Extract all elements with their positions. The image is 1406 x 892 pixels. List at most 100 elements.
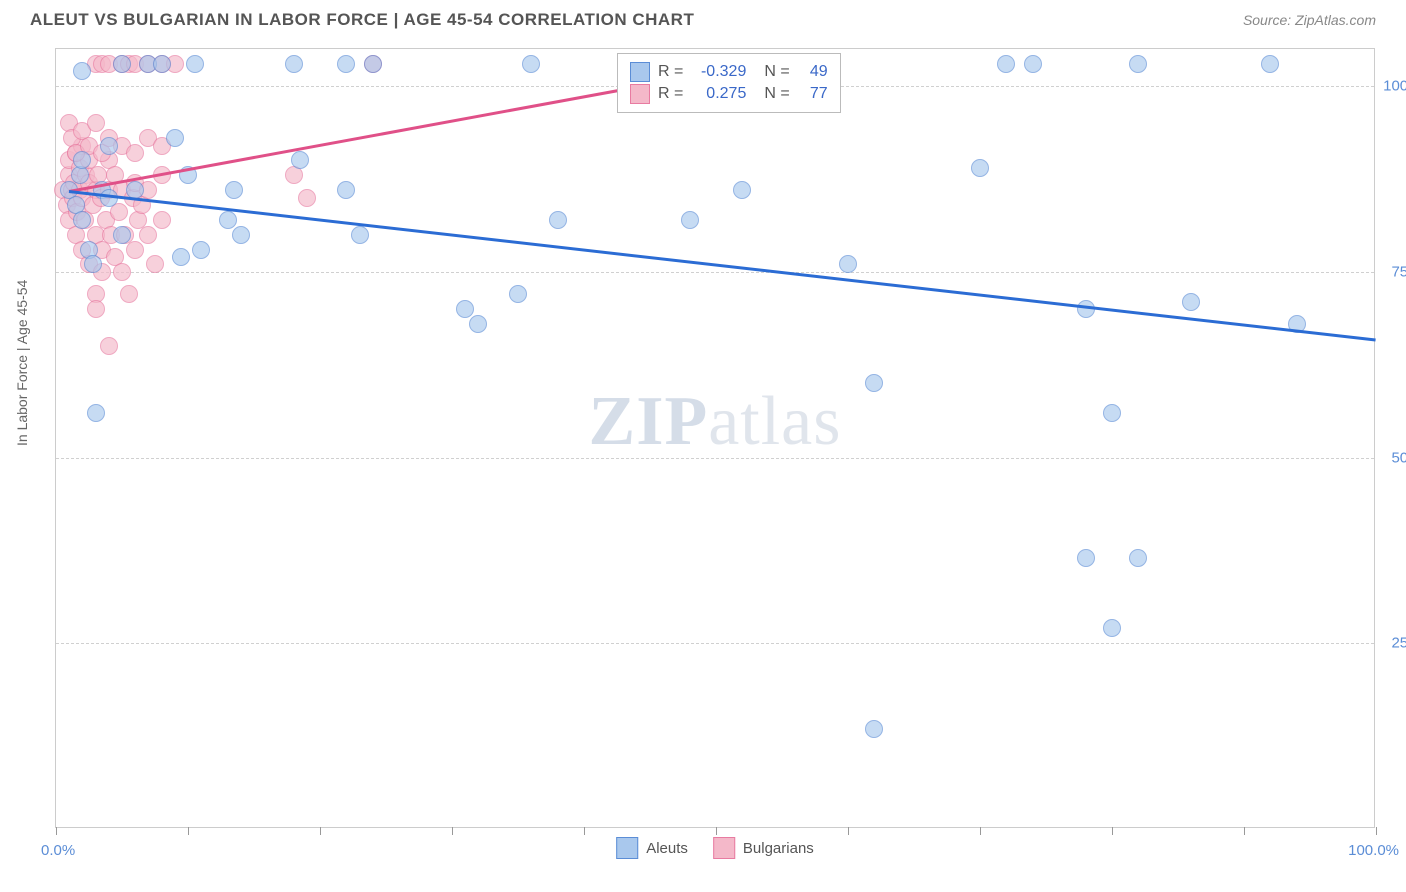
- aleuts-point: [285, 55, 303, 73]
- aleuts-point: [153, 55, 171, 73]
- aleuts-point: [733, 181, 751, 199]
- series-legend: Aleuts Bulgarians: [616, 837, 814, 859]
- bulgarians-point: [126, 144, 144, 162]
- gridline: [56, 643, 1374, 644]
- x-tick: [716, 827, 717, 835]
- aleuts-point: [73, 151, 91, 169]
- x-tick: [320, 827, 321, 835]
- x-tick: [56, 827, 57, 835]
- aleuts-point: [1103, 619, 1121, 637]
- aleuts-point: [172, 248, 190, 266]
- aleuts-point: [865, 374, 883, 392]
- aleuts-point: [192, 241, 210, 259]
- aleuts-point: [509, 285, 527, 303]
- aleuts-point: [1129, 55, 1147, 73]
- watermark-light: atlas: [708, 383, 841, 460]
- r-value: -0.329: [691, 63, 746, 81]
- x-label-min: 0.0%: [41, 842, 75, 859]
- r-label: R =: [658, 85, 683, 103]
- gridline: [56, 458, 1374, 459]
- y-axis-title: In Labor Force | Age 45-54: [14, 280, 30, 446]
- x-tick: [1112, 827, 1113, 835]
- aleuts-point: [1129, 549, 1147, 567]
- n-value: 49: [798, 63, 828, 81]
- series-swatch: [630, 84, 650, 104]
- aleuts-point: [351, 226, 369, 244]
- aleuts-point: [997, 55, 1015, 73]
- aleuts-point: [291, 151, 309, 169]
- aleuts-point: [113, 226, 131, 244]
- bulgarians-point: [100, 337, 118, 355]
- r-value: 0.275: [691, 85, 746, 103]
- bulgarians-point: [126, 241, 144, 259]
- x-tick: [848, 827, 849, 835]
- scatter-plot-area: ZIPatlas 25.0%50.0%75.0%100.0%0.0%100.0%…: [55, 48, 1375, 828]
- aleuts-point: [225, 181, 243, 199]
- n-label: N =: [764, 63, 789, 81]
- x-tick: [1376, 827, 1377, 835]
- y-tick-label: 50.0%: [1391, 449, 1406, 466]
- aleuts-point: [681, 211, 699, 229]
- aleuts-point: [1077, 549, 1095, 567]
- chart-header: ALEUT VS BULGARIAN IN LABOR FORCE | AGE …: [0, 0, 1406, 38]
- bulgarians-point: [120, 285, 138, 303]
- n-label: N =: [764, 85, 789, 103]
- correlation-legend: R = -0.329 N = 49 R = 0.275 N = 77: [617, 53, 841, 113]
- legend-item: Bulgarians: [713, 837, 814, 859]
- n-value: 77: [798, 85, 828, 103]
- chart-title: ALEUT VS BULGARIAN IN LABOR FORCE | AGE …: [30, 10, 694, 30]
- y-tick-label: 100.0%: [1383, 78, 1406, 95]
- bulgarians-point: [298, 189, 316, 207]
- aleuts-point: [1077, 300, 1095, 318]
- aleuts-point: [1261, 55, 1279, 73]
- aleuts-point: [113, 55, 131, 73]
- aleuts-point: [839, 255, 857, 273]
- aleuts-point: [186, 55, 204, 73]
- correlation-row: R = -0.329 N = 49: [630, 62, 828, 82]
- aleuts-point: [971, 159, 989, 177]
- bulgarians-point: [110, 203, 128, 221]
- aleuts-point: [364, 55, 382, 73]
- aleuts-point: [73, 62, 91, 80]
- r-label: R =: [658, 63, 683, 81]
- aleuts-point: [469, 315, 487, 333]
- x-tick: [188, 827, 189, 835]
- aleuts-point: [87, 404, 105, 422]
- aleuts-point: [1024, 55, 1042, 73]
- bulgarians-point: [139, 226, 157, 244]
- aleuts-point: [73, 211, 91, 229]
- aleuts-point: [337, 55, 355, 73]
- legend-swatch: [713, 837, 735, 859]
- legend-label: Bulgarians: [743, 840, 814, 857]
- aleuts-point: [456, 300, 474, 318]
- legend-label: Aleuts: [646, 840, 688, 857]
- x-tick: [452, 827, 453, 835]
- correlation-row: R = 0.275 N = 77: [630, 84, 828, 104]
- legend-item: Aleuts: [616, 837, 688, 859]
- series-swatch: [630, 62, 650, 82]
- bulgarians-point: [153, 211, 171, 229]
- x-tick: [584, 827, 585, 835]
- legend-swatch: [616, 837, 638, 859]
- gridline: [56, 272, 1374, 273]
- aleuts-point: [166, 129, 184, 147]
- aleuts-point: [549, 211, 567, 229]
- watermark: ZIPatlas: [589, 382, 842, 462]
- aleuts-point: [219, 211, 237, 229]
- bulgarians-point: [146, 255, 164, 273]
- x-tick: [1244, 827, 1245, 835]
- aleuts-point: [522, 55, 540, 73]
- aleuts-point: [337, 181, 355, 199]
- aleuts-trendline: [69, 190, 1376, 341]
- aleuts-point: [1103, 404, 1121, 422]
- aleuts-point: [1182, 293, 1200, 311]
- bulgarians-point: [87, 114, 105, 132]
- aleuts-point: [100, 137, 118, 155]
- bulgarians-point: [113, 263, 131, 281]
- bulgarians-point: [87, 300, 105, 318]
- aleuts-point: [865, 720, 883, 738]
- y-tick-label: 75.0%: [1391, 263, 1406, 280]
- x-label-max: 100.0%: [1348, 842, 1399, 859]
- x-tick: [980, 827, 981, 835]
- y-tick-label: 25.0%: [1391, 635, 1406, 652]
